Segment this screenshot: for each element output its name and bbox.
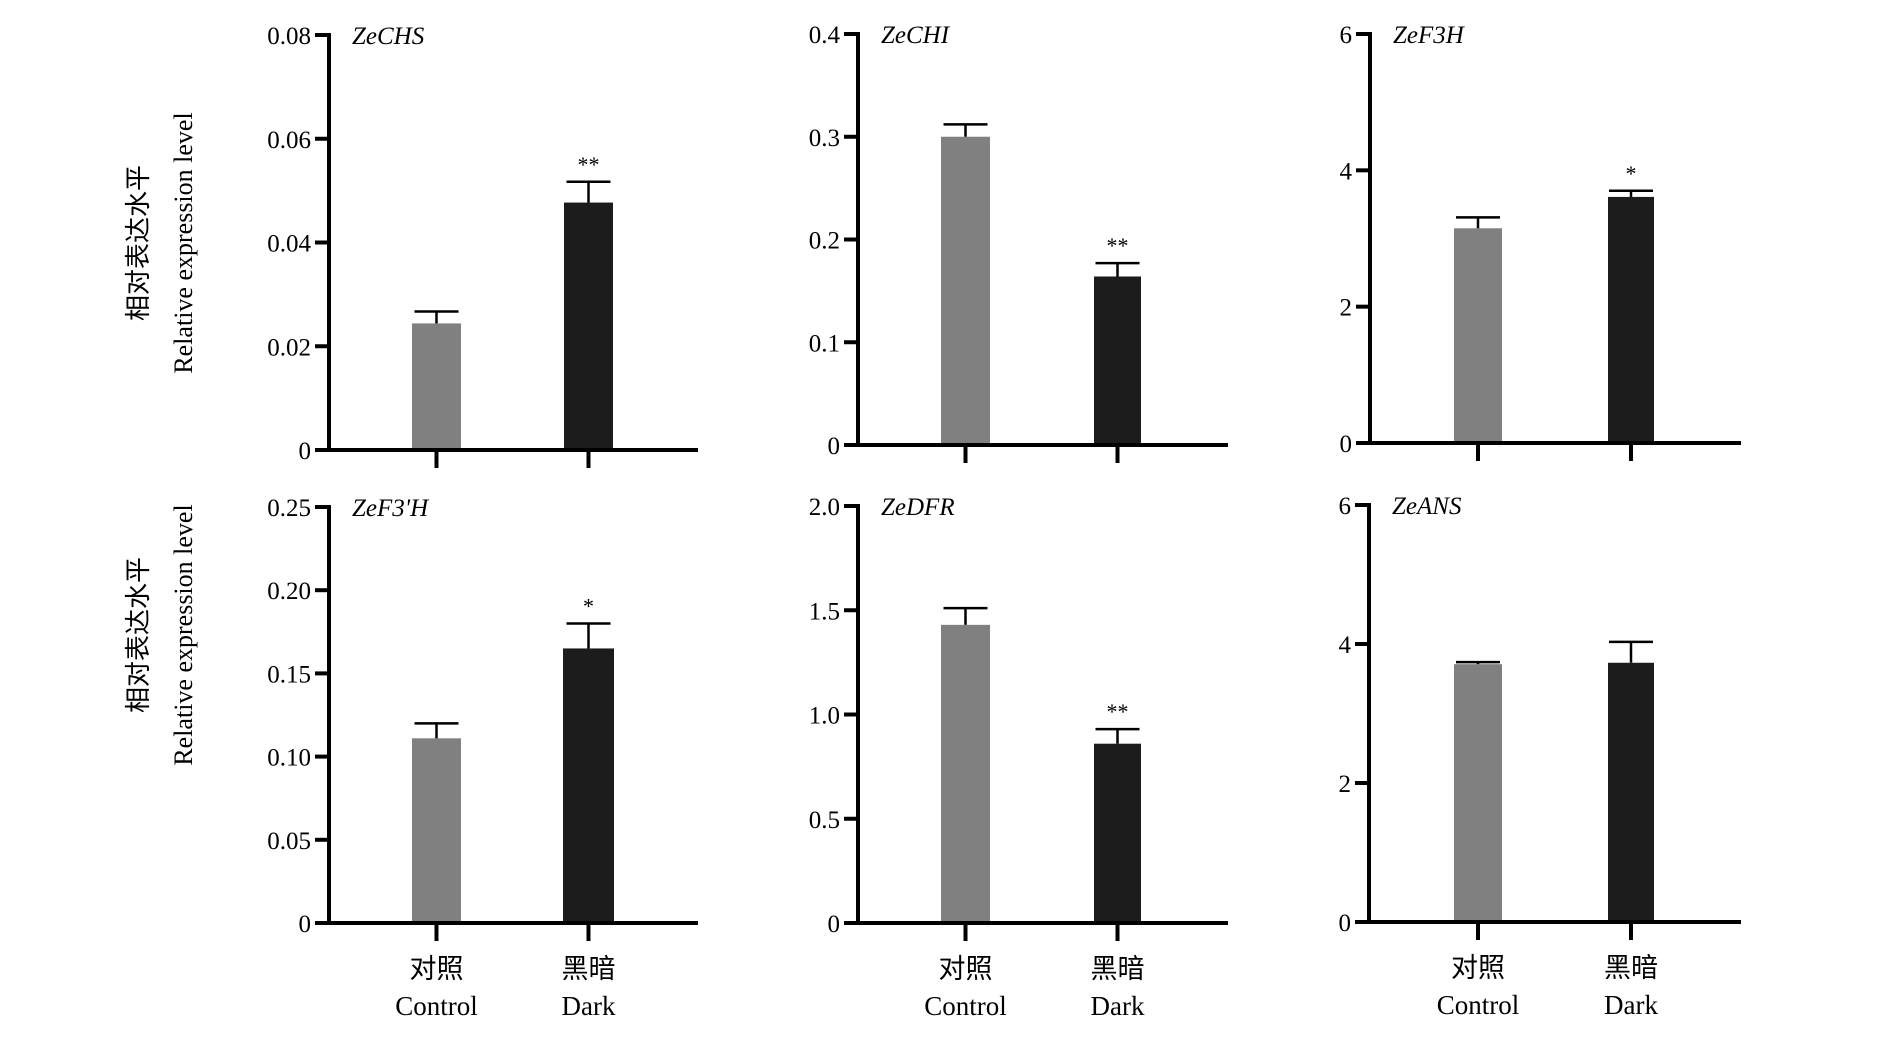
error-bar-control [1456,216,1500,229]
gene-title: ZeF3H [1393,22,1466,49]
y-tick-label: 0.3 [809,125,840,152]
y-axis-label-zh: 相对表达水平 [124,557,153,713]
y-tick-label: 0.20 [267,578,311,605]
x-category-label-zh: 对照 [410,954,464,984]
bar-control [941,136,990,445]
y-tick-label: 6 [1339,493,1352,520]
error-bar-dark [1095,261,1140,277]
chart-panel-1: ** 0 0.02 0.04 0.06 0.08 ZeCHS [267,23,698,468]
bar-dark [1608,662,1654,922]
bar-dark [1094,276,1141,445]
x-category-label-zh: 对照 [1451,953,1505,983]
bar-control [1454,228,1502,443]
error-bar-dark [566,622,611,649]
error-bar-control [414,722,459,739]
error-bar-dark [566,180,611,203]
y-axis-label-zh: 相对表达水平 [124,165,153,321]
x-category-label-en: Control [395,991,478,1021]
y-axis-label-row-1: 相对表达水平 Relative expression level [124,112,198,373]
gene-title: ZeCHI [881,22,951,49]
gene-title: ZeCHS [352,23,425,50]
y-tick-label: 0.15 [267,661,311,688]
x-category-label-en: Control [924,991,1007,1021]
y-tick-label: 4 [1340,158,1353,185]
bar-dark [1608,196,1654,443]
bar-control [1454,664,1502,922]
y-tick-label: 0.4 [809,22,841,49]
gene-title: ZeF3'H [352,495,430,522]
y-axis-label-en: Relative expression level [169,504,198,765]
y-tick-label: 2.0 [809,494,840,521]
y-axis-label-row-2: 相对表达水平 Relative expression level [124,504,198,765]
error-bar-dark [1095,727,1140,744]
bar-control [412,738,461,923]
x-category-label-zh: 黑暗 [1091,954,1145,984]
y-tick-label: 0 [828,433,841,460]
gene-title: ZeANS [1392,493,1462,520]
significance-mark: * [1626,161,1637,186]
y-axis-label-en: Relative expression level [169,112,198,373]
y-tick-label: 4 [1339,632,1352,659]
x-category-label-zh: 黑暗 [562,954,616,984]
error-bar-dark [1609,189,1653,197]
chart-panel-5: ** 0 0.5 1.0 1.5 2.0 ZeDFR 对照 Control 黑暗 Dark [809,494,1228,1021]
y-tick-label: 0 [828,911,841,938]
x-category-label-en: Dark [1604,990,1658,1020]
y-tick-label: 0 [1339,910,1352,937]
significance-mark: * [583,593,594,618]
significance-mark: ** [578,152,600,177]
y-tick-label: 0.1 [809,330,840,357]
x-category-label-en: Dark [1091,991,1145,1021]
bar-control [412,323,461,450]
x-category-label-zh: 黑暗 [1604,953,1658,983]
bar-dark [564,202,613,450]
y-tick-label: 1.0 [809,703,840,730]
significance-mark: ** [1107,699,1129,724]
y-tick-label: 0 [299,911,312,938]
y-tick-label: 0.05 [267,828,311,855]
error-bar-dark [1609,640,1653,663]
y-tick-label: 0 [1340,431,1353,458]
y-tick-label: 0.10 [267,745,311,772]
y-tick-label: 0.25 [267,495,311,522]
significance-mark: ** [1107,233,1129,258]
chart-panel-4: * 0 0.05 0.10 0.15 0.20 0.25 ZeF3'H 对照 Control 黑暗 D… [267,495,698,1021]
y-tick-label: 0.02 [267,334,311,361]
y-tick-label: 0.04 [267,231,311,258]
y-tick-label: 1.5 [809,598,840,625]
x-category-label-en: Control [1437,990,1520,1020]
chart-panel-3: * 0 2 4 6 ZeF3H [1340,22,1741,461]
error-bar-control [1456,660,1500,665]
gene-title: ZeDFR [881,494,955,521]
y-tick-label: 2 [1339,771,1352,798]
y-tick-label: 0.06 [267,127,311,154]
error-bar-control [414,310,459,324]
bar-control [941,624,990,923]
y-tick-label: 0.5 [809,807,840,834]
y-tick-label: 6 [1340,22,1353,49]
y-tick-label: 0 [299,438,312,465]
bar-dark [563,648,614,923]
chart-panel-2: ** 0 0.1 0.2 0.3 0.4 ZeCHI [809,22,1228,463]
y-tick-label: 0.2 [809,228,840,255]
y-tick-label: 0.08 [267,23,311,50]
x-category-label-zh: 对照 [939,954,993,984]
x-category-label-en: Dark [562,991,616,1021]
bar-dark [1094,743,1141,923]
error-bar-control [943,123,988,137]
y-tick-label: 2 [1340,295,1353,322]
error-bar-control [943,606,988,625]
chart-panel-6: 0 2 4 6 ZeANS 对照 Control 黑暗 Dark [1339,493,1741,1020]
